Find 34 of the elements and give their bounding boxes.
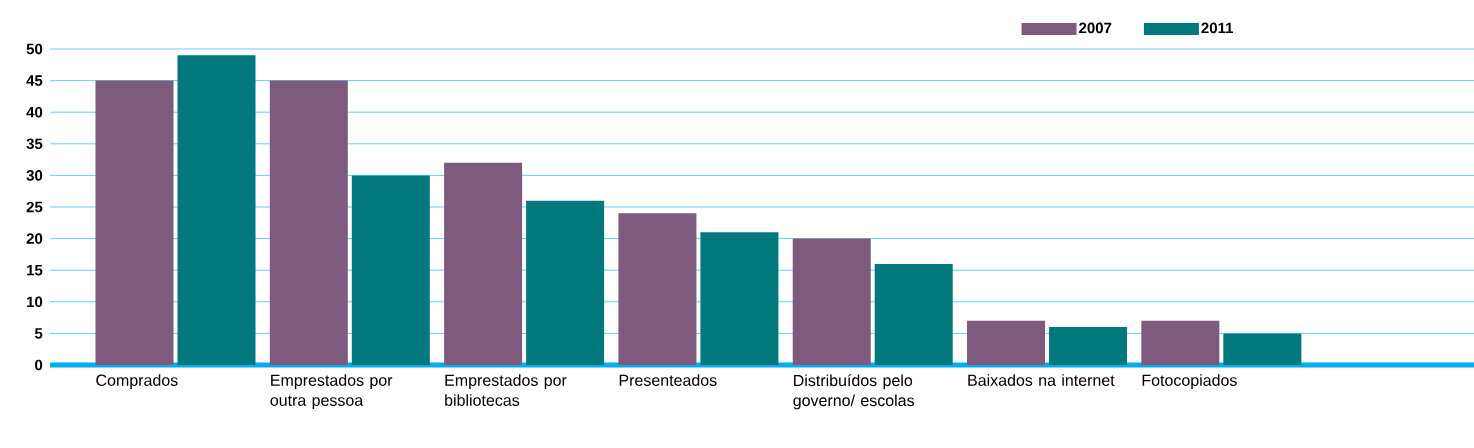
bar [1049,327,1128,365]
bar [444,162,523,365]
bar [618,213,697,365]
bar [1141,320,1220,365]
y-tick-label: 0 [35,359,43,371]
x-tick-label: Fotocopiados [1142,374,1237,390]
x-tick-label: Presenteados [619,374,717,386]
bar [269,80,348,365]
bar [1223,333,1302,365]
y-tick-label: 50 [26,43,43,55]
y-tick-label: 25 [26,201,43,213]
y-tick-label: 45 [26,75,43,86]
bar [700,232,779,365]
bar [792,238,871,365]
x-tick-label: Emprestados por bibliotecas [445,374,567,406]
legend-label: 2007 [1079,22,1112,34]
x-tick-label: Comprados [96,374,178,390]
legend-label: 2011 [1201,22,1234,34]
bar [526,200,605,365]
y-tick-label: 30 [26,170,43,181]
x-tick-label: Distribuídos pelo governo/ escolas [793,374,914,410]
x-tick-label: Baixados na internet [968,374,1115,386]
bar [177,55,256,365]
bar [967,320,1046,365]
x-tick-label: Emprestados por outra pessoa [270,374,393,410]
y-tick-label: 20 [26,233,43,244]
bar [874,263,953,365]
bar [95,80,174,365]
y-tick-label: 40 [26,106,43,118]
y-tick-label: 35 [26,138,43,150]
y-tick-label: 5 [34,328,43,339]
y-tick-label: 10 [27,296,43,308]
bar [351,175,430,365]
y-tick-label: 15 [27,264,43,276]
